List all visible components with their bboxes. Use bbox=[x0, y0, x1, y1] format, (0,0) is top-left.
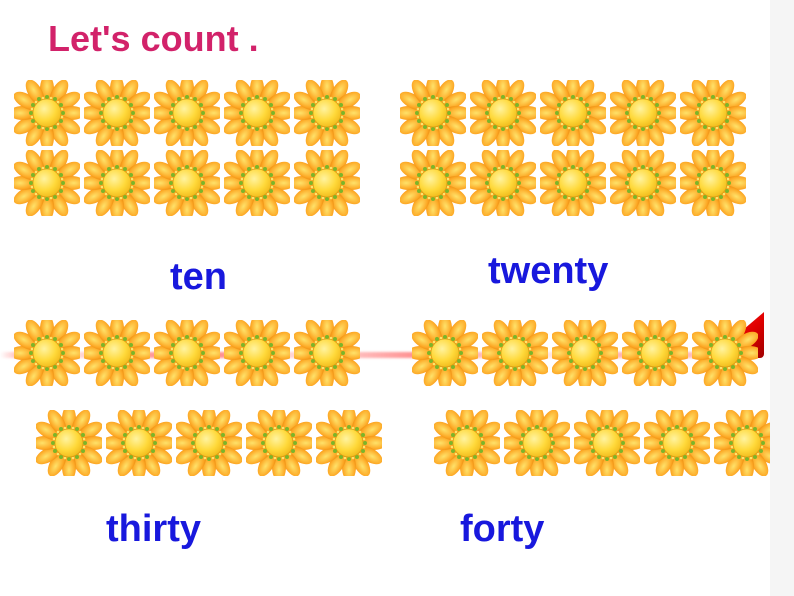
sunflower-icon bbox=[84, 320, 150, 386]
sunflower-icon bbox=[154, 80, 220, 146]
sunflower-icon bbox=[644, 410, 710, 476]
sunflower-icon bbox=[224, 150, 290, 216]
right-margin bbox=[770, 0, 794, 596]
sunflower-icon bbox=[246, 410, 312, 476]
flower-row bbox=[400, 150, 746, 216]
sunflower-icon bbox=[412, 320, 478, 386]
sunflower-icon bbox=[400, 150, 466, 216]
sunflower-icon bbox=[552, 320, 618, 386]
sunflower-icon bbox=[294, 320, 360, 386]
group-forty bbox=[412, 320, 780, 476]
sunflower-icon bbox=[14, 320, 80, 386]
flower-row bbox=[14, 320, 382, 386]
flower-row bbox=[36, 410, 382, 476]
label-thirty: thirty bbox=[106, 508, 201, 551]
sunflower-icon bbox=[224, 320, 290, 386]
sunflower-icon bbox=[154, 320, 220, 386]
sunflower-icon bbox=[680, 150, 746, 216]
sunflower-icon bbox=[692, 320, 758, 386]
group-twenty bbox=[400, 80, 746, 216]
sunflower-icon bbox=[294, 150, 360, 216]
label-forty: forty bbox=[460, 508, 544, 551]
group-thirty bbox=[14, 320, 382, 476]
slide: Let's count . ten bbox=[0, 0, 770, 596]
sunflower-icon bbox=[540, 80, 606, 146]
sunflower-icon bbox=[400, 80, 466, 146]
group-ten bbox=[14, 80, 360, 216]
sunflower-icon bbox=[540, 150, 606, 216]
sunflower-icon bbox=[610, 80, 676, 146]
sunflower-icon bbox=[316, 410, 382, 476]
sunflower-icon bbox=[84, 80, 150, 146]
sunflower-icon bbox=[470, 150, 536, 216]
flower-row bbox=[412, 320, 780, 386]
sunflower-icon bbox=[14, 150, 80, 216]
sunflower-icon bbox=[176, 410, 242, 476]
sunflower-icon bbox=[622, 320, 688, 386]
sunflower-icon bbox=[224, 80, 290, 146]
flower-row bbox=[400, 80, 746, 146]
sunflower-icon bbox=[154, 150, 220, 216]
sunflower-icon bbox=[14, 80, 80, 146]
flower-row bbox=[14, 80, 360, 146]
sunflower-icon bbox=[574, 410, 640, 476]
sunflower-icon bbox=[610, 150, 676, 216]
page-title: Let's count . bbox=[48, 18, 259, 60]
sunflower-icon bbox=[482, 320, 548, 386]
sunflower-icon bbox=[106, 410, 172, 476]
sunflower-icon bbox=[470, 80, 536, 146]
sunflower-icon bbox=[434, 410, 500, 476]
sunflower-icon bbox=[504, 410, 570, 476]
sunflower-icon bbox=[84, 150, 150, 216]
flower-row bbox=[434, 410, 780, 476]
sunflower-icon bbox=[36, 410, 102, 476]
flower-row bbox=[14, 150, 360, 216]
sunflower-icon bbox=[294, 80, 360, 146]
label-ten: ten bbox=[170, 256, 227, 299]
sunflower-icon bbox=[680, 80, 746, 146]
label-twenty: twenty bbox=[488, 250, 608, 293]
